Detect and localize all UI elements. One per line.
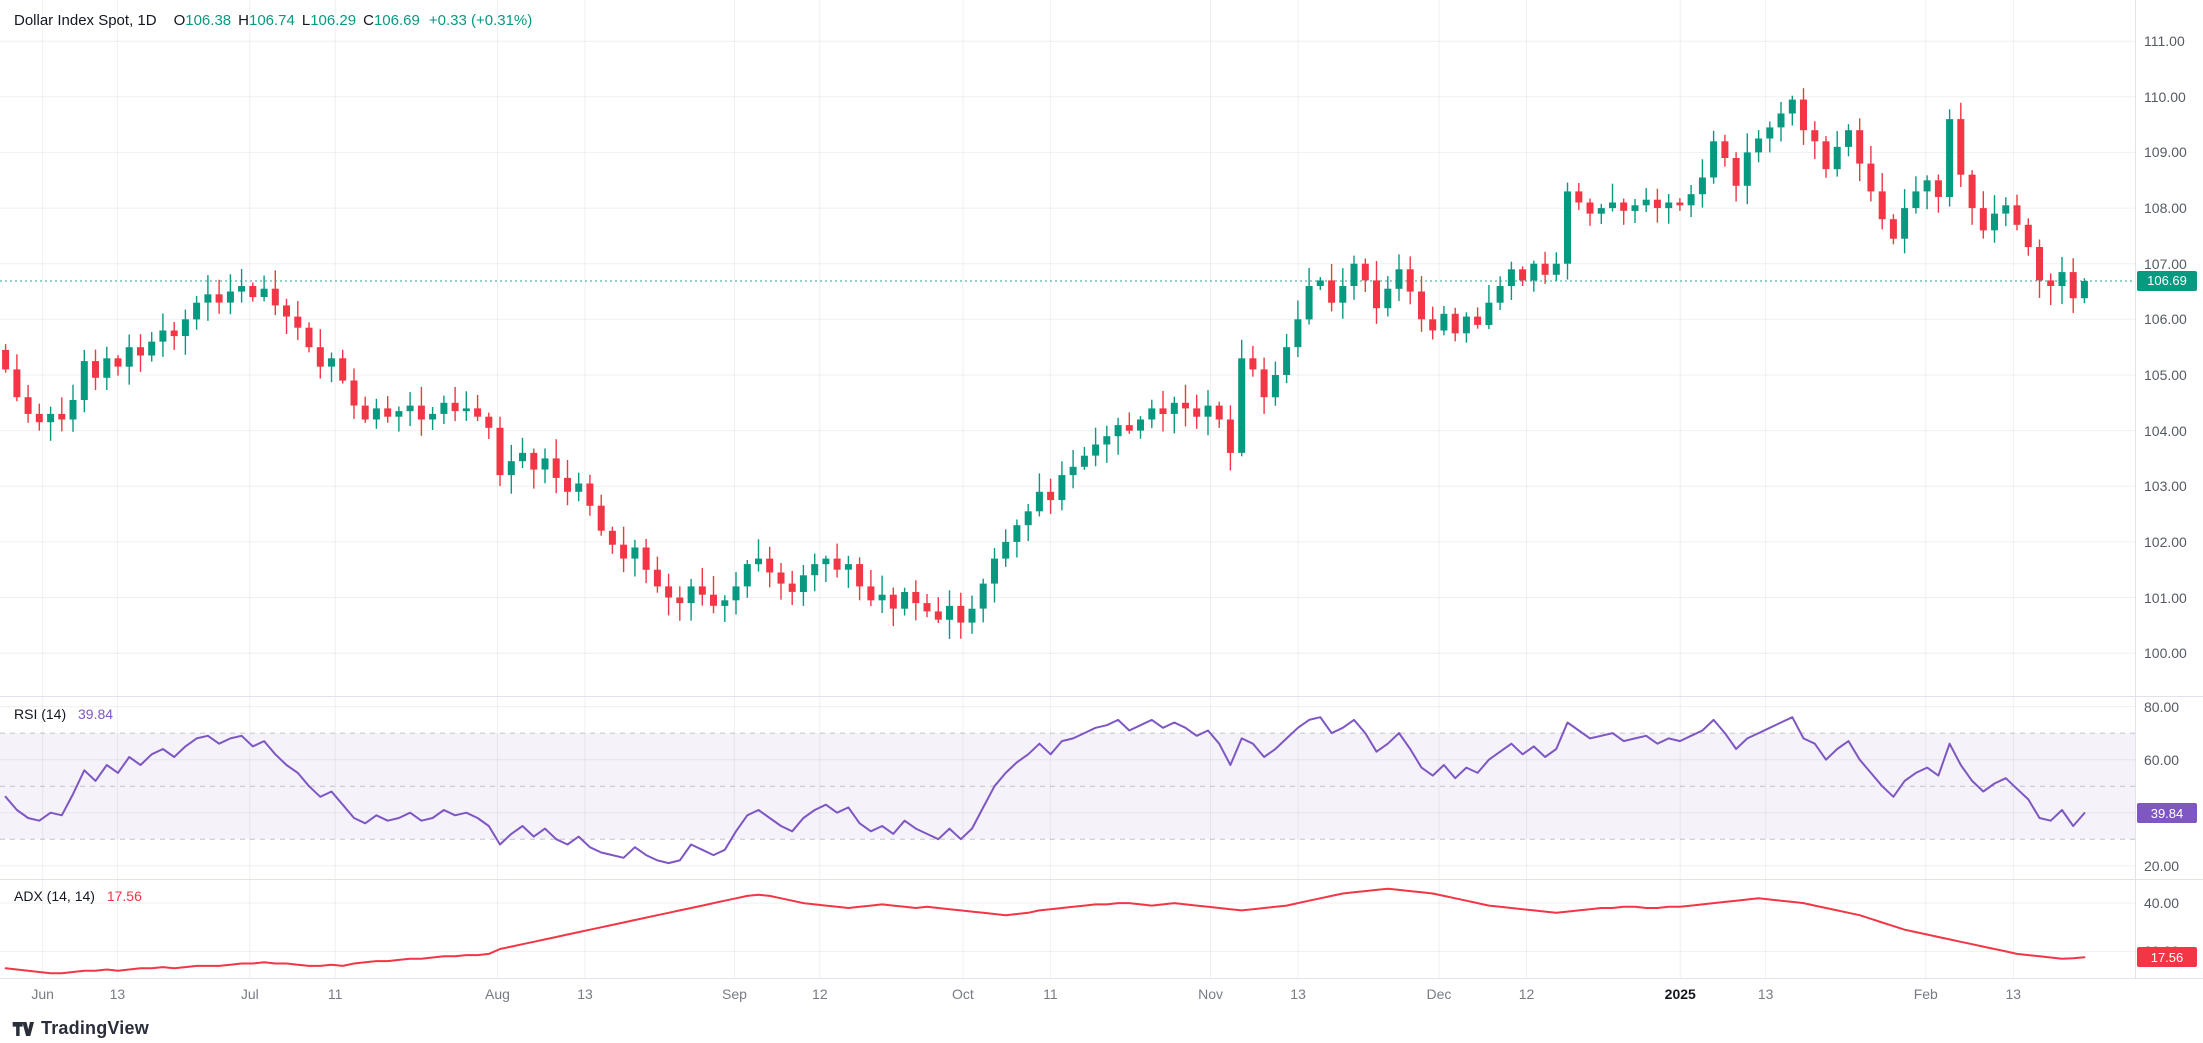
close-value: 106.69: [373, 12, 420, 29]
time-scale[interactable]: Jun 13 Jul 11 Aug 13 Sep 12 Oct 11 Nov 13 Dec 12 2025 1…: [0, 978, 2135, 1012]
time-axis-label: Sep: [721, 986, 747, 1002]
axis-tick-label: 60.00: [2144, 751, 2180, 768]
time-axis-label: 13: [109, 986, 126, 1002]
adx-legend[interactable]: ADX (14, 14) 17.56: [14, 888, 142, 904]
axis-tick-label: 80.00: [2144, 698, 2180, 715]
adx-panel-canvas[interactable]: [0, 879, 2135, 978]
price-scale-separator: [2135, 0, 2136, 978]
axis-tick-label: 109.00: [2144, 144, 2187, 161]
rsi-name: RSI (14): [14, 706, 67, 722]
symbol-legend[interactable]: Dollar Index Spot, 1D O106.38 H106.74 L106.…: [14, 12, 532, 29]
tradingview-wordmark: TradingView: [41, 1018, 149, 1038]
axis-tick-label: 103.00: [2144, 478, 2187, 495]
time-axis-label: Feb: [1913, 986, 1938, 1002]
axis-tick-label: 104.00: [2144, 422, 2187, 439]
panel-separator: [0, 696, 2203, 697]
tradingview-logo-icon: [12, 1021, 34, 1037]
time-axis-label: Nov: [1198, 986, 1223, 1002]
axis-tick-label: 102.00: [2144, 533, 2187, 550]
time-axis-label: 12: [1518, 986, 1535, 1002]
rsi-panel-canvas[interactable]: [0, 696, 2135, 879]
open-value: 106.38: [185, 12, 232, 29]
time-axis-label: 11: [327, 986, 343, 1002]
last-price-badge: 106.69: [2137, 270, 2197, 291]
time-axis-label: Jul: [240, 986, 259, 1002]
adx-value-badge: 17.56: [2137, 947, 2197, 968]
time-axis-label: 13: [1757, 986, 1774, 1002]
time-axis-label: 2025: [1664, 986, 1696, 1002]
time-axis-separator: [0, 978, 2203, 979]
time-axis-label: 12: [812, 986, 828, 1002]
axis-tick-label: 107.00: [2144, 255, 2187, 272]
time-axis-label: Dec: [1426, 986, 1452, 1002]
axis-tick-label: 40.00: [2144, 895, 2180, 912]
adx-name: ADX (14, 14): [14, 888, 95, 904]
rsi-value: 39.84: [78, 706, 114, 722]
tradingview-attribution[interactable]: TradingView: [12, 1018, 149, 1039]
time-axis-label: 11: [1043, 986, 1058, 1002]
panel-separator: [0, 879, 2203, 880]
time-axis-label: Aug: [484, 986, 510, 1002]
adx-value: 17.56: [106, 888, 142, 904]
axis-tick-label: 101.00: [2144, 589, 2187, 606]
time-axis-label: Jun: [31, 986, 54, 1002]
low-label: L: [301, 12, 311, 29]
axis-tick-label: 108.00: [2144, 200, 2187, 217]
high-value: 106.74: [248, 12, 295, 29]
change-value: +0.33 (+0.31%): [428, 12, 533, 29]
rsi-value-badge: 39.84: [2137, 803, 2197, 824]
axis-tick-label: 106.00: [2144, 311, 2187, 328]
symbol-title: Dollar Index Spot, 1D: [14, 12, 157, 29]
close-label: C: [363, 12, 374, 29]
time-axis-label: 13: [577, 986, 593, 1002]
axis-tick-label: 111.00: [2144, 33, 2185, 50]
axis-tick-label: 100.00: [2144, 645, 2187, 662]
axis-tick-label: 20.00: [2144, 857, 2180, 874]
high-label: H: [238, 12, 249, 29]
open-label: O: [173, 12, 186, 29]
price-panel-canvas[interactable]: [0, 0, 2135, 696]
axis-tick-label: 110.00: [2144, 88, 2186, 105]
time-axis-label: 13: [2005, 986, 2022, 1002]
rsi-legend[interactable]: RSI (14) 39.84: [14, 706, 113, 722]
time-axis-label: Oct: [951, 986, 974, 1002]
axis-tick-label: 105.00: [2144, 366, 2187, 383]
low-value: 106.29: [310, 12, 357, 29]
time-axis-label: 13: [1290, 986, 1306, 1002]
